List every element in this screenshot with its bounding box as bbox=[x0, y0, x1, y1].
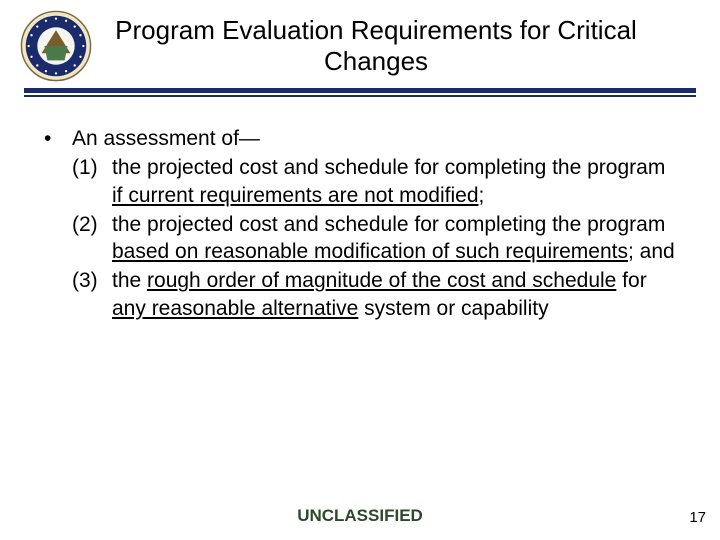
dod-seal-icon bbox=[20, 10, 92, 82]
bullet-item: • An assessment of— bbox=[44, 125, 680, 152]
bullet-mark: • bbox=[44, 125, 72, 152]
item-number: (2) bbox=[72, 211, 112, 266]
item-text: the rough order of magnitude of the cost… bbox=[112, 267, 680, 322]
body-content: • An assessment of— (1) the projected co… bbox=[0, 97, 720, 322]
item-number: (1) bbox=[72, 154, 112, 209]
bullet-text: An assessment of— bbox=[72, 125, 260, 152]
slide-title: Program Evaluation Requirements for Crit… bbox=[92, 15, 700, 77]
item-text: the projected cost and schedule for comp… bbox=[112, 211, 680, 266]
page-number: 17 bbox=[689, 509, 706, 526]
list-item: (3) the rough order of magnitude of the … bbox=[72, 267, 680, 322]
item-number: (3) bbox=[72, 267, 112, 322]
title-rule bbox=[0, 82, 720, 97]
item-text: the projected cost and schedule for comp… bbox=[112, 154, 680, 209]
numbered-list: (1) the projected cost and schedule for … bbox=[72, 154, 680, 322]
list-item: (2) the projected cost and schedule for … bbox=[72, 211, 680, 266]
slide-header: Program Evaluation Requirements for Crit… bbox=[0, 0, 720, 82]
classification-footer: UNCLASSIFIED bbox=[0, 506, 720, 526]
list-item: (1) the projected cost and schedule for … bbox=[72, 154, 680, 209]
